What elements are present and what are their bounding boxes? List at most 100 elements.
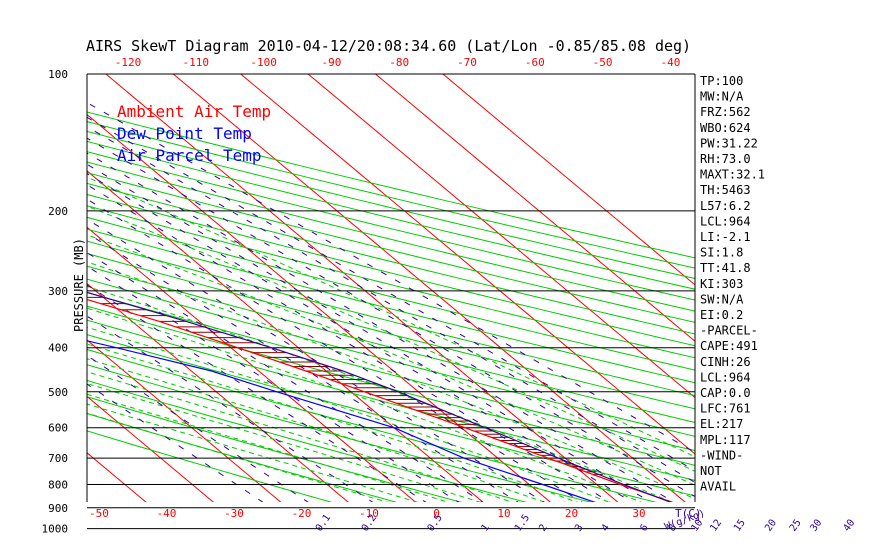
isotherm-line: [87, 339, 282, 502]
air-parcel-temp-line: [87, 291, 672, 502]
dry-adiabat: [87, 305, 695, 466]
mixing-ratio-tick-label: 6: [638, 522, 650, 533]
top-temp-tick-label: -40: [660, 56, 680, 69]
mixing-ratio-line: [87, 163, 652, 502]
dry-adiabat: [87, 205, 695, 359]
dry-adiabat: [87, 334, 695, 497]
bottom-temp-tick-label: -30: [224, 507, 244, 520]
index-label: LCL:964: [700, 370, 751, 384]
index-label: TH:5463: [700, 183, 751, 197]
dry-adiabat: [87, 161, 695, 312]
isotherm-line: [105, 74, 619, 502]
index-label: FRZ:562: [700, 105, 751, 119]
pressure-tick-label: 200: [48, 205, 68, 218]
index-label: SW:N/A: [700, 292, 744, 306]
dew-point-temp-line: [87, 340, 596, 502]
index-label: EL:217: [700, 417, 743, 431]
top-temp-tick-label: -80: [389, 56, 409, 69]
index-label: MPL:117: [700, 433, 751, 447]
pressure-tick-label: 400: [48, 342, 68, 355]
pressure-tick-label: 600: [48, 422, 68, 435]
bottom-temp-tick-label: -10: [359, 507, 379, 520]
top-temp-tick-label: -100: [250, 56, 277, 69]
moist-adiabat: [87, 403, 419, 502]
legend-entry: Ambient Air Temp: [117, 102, 271, 121]
chart-title: AIRS SkewT Diagram 2010-04-12/20:08:34.6…: [86, 37, 691, 55]
pressure-tick-label: 100: [48, 68, 68, 81]
index-label: TP:100: [700, 74, 743, 88]
bottom-temp-tick-label: 30: [632, 507, 645, 520]
index-label: CAPE:491: [700, 339, 758, 353]
dry-adiabat: [87, 140, 695, 290]
isotherm-line: [87, 226, 417, 502]
index-label: LCL:964: [700, 214, 751, 228]
isotherm-line: [374, 74, 695, 342]
dry-adiabat: [87, 151, 695, 301]
index-label: CINH:26: [700, 355, 751, 369]
dry-adiabat: [87, 396, 463, 502]
dry-adiabat: [87, 319, 695, 481]
moist-adiabat: [87, 371, 514, 502]
pressure-tick-label: 500: [48, 386, 68, 399]
index-label: -PARCEL-: [700, 324, 758, 338]
index-label: LI:-2.1: [700, 230, 751, 244]
mixing-ratio-line: [87, 101, 695, 454]
mixing-ratio-line: [87, 184, 611, 502]
isotherm-line: [307, 74, 695, 399]
bottom-temp-tick-label: -40: [157, 507, 177, 520]
bottom-temp-tick-label: -50: [89, 507, 109, 520]
dry-adiabat: [87, 172, 695, 323]
top-temp-tick-label: -90: [321, 56, 341, 69]
index-label: PW:31.22: [700, 136, 758, 150]
index-label: L57:6.2: [700, 199, 751, 213]
isotherm-line: [87, 395, 214, 502]
mixing-ratio-line: [87, 116, 695, 472]
index-label: MAXT:32.1: [700, 168, 765, 182]
mixing-ratio-tick-label: 8: [667, 522, 679, 533]
index-label: WBO:624: [700, 121, 751, 135]
index-label: TT:41.8: [700, 261, 751, 275]
index-label: MW:N/A: [700, 90, 744, 104]
index-label: RH:73.0: [700, 152, 751, 166]
isotherm-line: [87, 283, 349, 502]
mixing-ratio-line: [87, 218, 545, 502]
dry-adiabat: [87, 228, 695, 384]
mixing-ratio-tick-label: 1: [479, 522, 491, 533]
moist-adiabat: [87, 326, 611, 502]
moist-adiabat: [87, 343, 579, 502]
mixing-ratio-line: [87, 232, 519, 502]
index-label: CAP:0.0: [700, 386, 751, 400]
bottom-temp-tick-label: -20: [292, 507, 312, 520]
moist-adiabat: [87, 176, 695, 458]
isotherm-line: [172, 74, 686, 502]
ambient-air-temp-line: [87, 298, 674, 502]
temp-unit-label: T(C): [675, 507, 702, 520]
dry-adiabat: [87, 379, 528, 502]
pressure-tick-label: 900: [48, 502, 68, 515]
y-axis-label: PRESSURE (MB): [72, 238, 86, 332]
mixing-ratio-line: [87, 265, 460, 502]
dry-adiabat: [87, 240, 695, 397]
dry-adiabat: [87, 182, 695, 335]
thermo-grid: [87, 74, 695, 502]
mixing-ratio-tick-label: 4: [600, 522, 612, 533]
bottom-temp-tick-label: 20: [565, 507, 578, 520]
top-temp-tick-label: -70: [457, 56, 477, 69]
top-temp-tick-label: -110: [183, 56, 210, 69]
pressure-tick-label: 700: [48, 452, 68, 465]
mixing-ratio-tick-label: 3: [573, 522, 585, 533]
moist-adiabat: [87, 383, 481, 502]
profile-lines: [87, 291, 674, 502]
bottom-temp-tick-label: 10: [497, 507, 510, 520]
moist-adiabat: [87, 234, 695, 486]
isobar-lines: [86, 73, 696, 530]
dry-adiabat: [87, 121, 695, 269]
pressure-tick-label: 300: [48, 285, 68, 298]
dry-adiabat: [87, 252, 695, 410]
mixing-ratio-tick-label: 2: [537, 522, 549, 533]
dry-adiabat: [87, 278, 695, 437]
dry-adiabat: [87, 130, 695, 280]
